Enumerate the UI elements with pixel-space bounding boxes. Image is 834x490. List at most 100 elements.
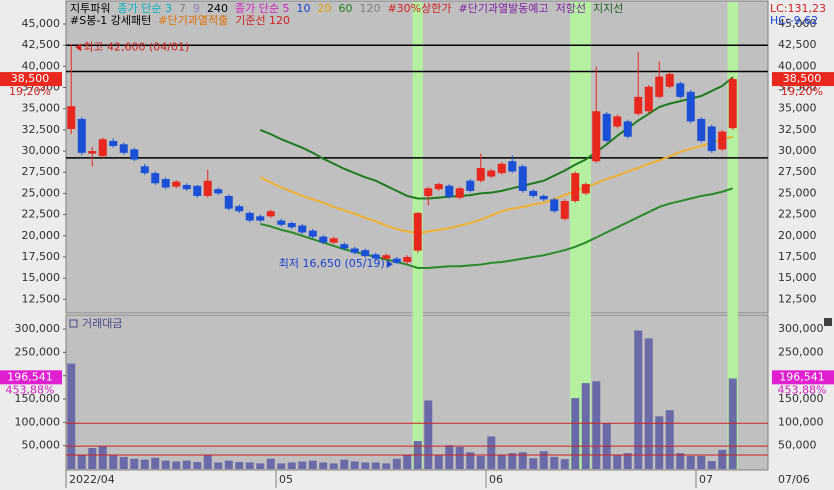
last-price: 38,500	[783, 72, 822, 85]
end-date: 07/06	[778, 473, 810, 486]
candle-body	[235, 206, 244, 212]
x-tick-label: 06	[489, 473, 503, 486]
legend-item: 20	[317, 2, 331, 15]
y-tick-label: 27,500	[22, 165, 61, 178]
volume-bar	[434, 455, 443, 469]
last-change: 453,88%	[6, 383, 55, 396]
volume-bar	[77, 455, 86, 469]
volume-bar	[308, 460, 317, 469]
y-tick-label: 100,000	[778, 415, 824, 428]
moving-average-line	[260, 187, 734, 269]
legend-item: #단기과열발동예고	[458, 2, 548, 15]
y-tick-label: 17,500	[22, 250, 61, 263]
close-icon[interactable]	[824, 318, 832, 326]
candle-body	[676, 83, 685, 97]
legend-item: 지투파워	[70, 2, 110, 15]
candle-body	[77, 118, 86, 153]
volume-bar	[508, 453, 517, 469]
legend-item: 종가 단순 5	[235, 2, 289, 15]
legend-item: 60	[338, 2, 352, 15]
y-tick-label: 22,500	[22, 208, 61, 221]
volume-bar	[655, 416, 664, 469]
candle-body	[266, 211, 275, 217]
volume-bar	[686, 455, 695, 469]
candle-body	[287, 223, 296, 228]
legend-item: #30%상한가	[387, 2, 451, 15]
candle-body	[340, 244, 349, 249]
candle-body	[403, 256, 412, 263]
volume-bar	[497, 455, 506, 469]
candle-body	[728, 79, 737, 129]
y-tick-label: 30,000	[22, 144, 61, 157]
annotation: 최저 16,650 (05/19)	[279, 257, 385, 270]
moving-average-line	[259, 76, 734, 200]
candle-body	[424, 188, 433, 196]
candle-body	[392, 258, 401, 263]
volume-bar	[130, 458, 139, 469]
volume-bar	[88, 448, 97, 469]
candle-body	[665, 73, 674, 87]
y-tick-label: 50,000	[778, 439, 817, 452]
candle-body	[602, 113, 611, 141]
x-tick-label: 05	[279, 473, 293, 486]
legend-item: 7	[179, 2, 186, 15]
highlight-band	[727, 2, 738, 469]
volume-bar	[424, 400, 433, 469]
volume-bar	[161, 460, 170, 469]
y-tick-label: 15,000	[22, 271, 61, 284]
candle-body	[319, 236, 328, 243]
volume-bar	[539, 451, 548, 469]
candle-body	[277, 220, 286, 225]
volume-bar	[403, 455, 412, 469]
volume-bar	[214, 462, 223, 469]
side-label: LC:131,23	[770, 2, 826, 15]
volume-bar	[298, 461, 307, 469]
volume-bar	[581, 383, 590, 469]
candle-body	[119, 144, 128, 153]
candle-body	[245, 212, 254, 221]
y-tick-label: 250,000	[15, 345, 61, 358]
y-tick-label: 250,000	[778, 345, 824, 358]
candle-body	[88, 151, 97, 154]
candle-body	[161, 179, 170, 188]
candle-body	[529, 190, 538, 196]
volume-bar	[644, 338, 653, 469]
volume-bar	[676, 453, 685, 469]
y-tick-label: 300,000	[15, 322, 61, 335]
candle-body	[214, 189, 223, 194]
volume-bar	[707, 461, 716, 469]
volume-bar	[287, 462, 296, 469]
volume-bar	[382, 463, 391, 469]
candle-body	[98, 139, 107, 157]
candle-body	[707, 126, 716, 152]
volume-bar	[571, 398, 580, 469]
candle-body	[151, 173, 160, 184]
candle-body	[466, 180, 475, 191]
volume-bar	[550, 456, 559, 469]
legend-item: 120	[359, 2, 380, 15]
candle-body	[623, 121, 632, 137]
volume-bar	[109, 455, 118, 469]
volume-bar	[350, 461, 359, 469]
candle-body	[508, 161, 517, 172]
volume-bar	[140, 459, 149, 469]
volume-bar	[560, 459, 569, 469]
candle-body	[644, 86, 653, 112]
candle-body	[109, 140, 118, 146]
y-tick-label: 300,000	[778, 322, 824, 335]
y-tick-label: 35,000	[778, 102, 817, 115]
candle-body	[67, 106, 76, 130]
volume-bar	[697, 455, 706, 469]
volume-bar	[634, 330, 643, 469]
legend-item: 저항선	[556, 2, 586, 15]
candle-body	[256, 216, 265, 221]
candle-body	[350, 248, 359, 253]
candle-body	[634, 96, 643, 114]
y-tick-label: 50,000	[22, 439, 61, 452]
volume-bar	[592, 381, 601, 469]
volume-bar	[392, 458, 401, 469]
y-tick-label: 42,500	[22, 38, 61, 51]
candle-body	[718, 131, 727, 150]
